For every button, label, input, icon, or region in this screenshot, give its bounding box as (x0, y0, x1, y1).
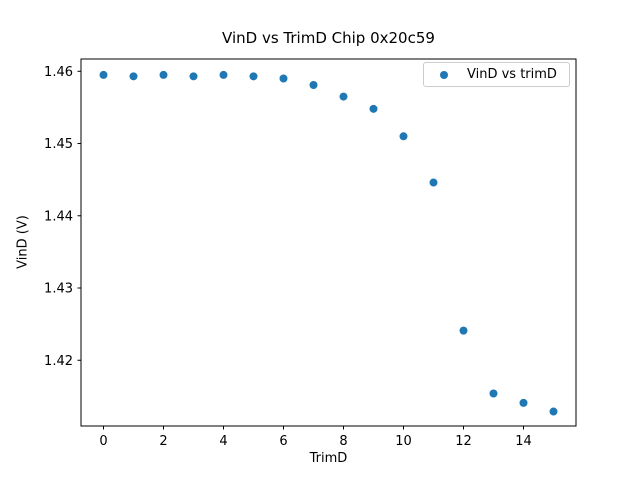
axes-spines (80, 58, 577, 427)
data-point (459, 326, 468, 335)
x-tick-label: 0 (99, 434, 107, 449)
data-point (129, 72, 138, 81)
data-point (279, 74, 288, 83)
data-point (339, 92, 348, 101)
data-point (189, 72, 198, 81)
y-tick-label: 1.44 (44, 209, 73, 224)
y-tick-label: 1.46 (44, 65, 73, 80)
x-tick-label: 6 (279, 434, 287, 449)
legend-marker-icon (440, 70, 448, 79)
data-point (549, 407, 558, 416)
data-point (429, 178, 438, 187)
data-point (249, 72, 258, 81)
y-tick-label: 1.42 (44, 354, 73, 369)
data-point (99, 70, 108, 79)
data-point (519, 398, 528, 407)
data-point (369, 104, 378, 113)
x-tick-label: 14 (515, 434, 532, 449)
x-tick-label: 2 (159, 434, 167, 449)
chart-title: VinD vs TrimD Chip 0x20c59 (222, 29, 435, 47)
x-axis-label: TrimD (309, 451, 348, 466)
data-point (309, 81, 318, 90)
legend-label: VinD vs trimD (467, 67, 557, 82)
data-point (159, 70, 168, 79)
y-tick-label: 1.43 (44, 282, 73, 297)
y-tick-label: 1.45 (44, 137, 73, 152)
legend: VinD vs trimD (423, 62, 570, 87)
x-tick-label: 8 (339, 434, 347, 449)
data-point (399, 132, 408, 141)
data-point (219, 70, 228, 79)
data-point (489, 389, 498, 398)
x-tick-label: 4 (219, 434, 227, 449)
x-tick-label: 12 (455, 434, 472, 449)
x-tick-label: 10 (395, 434, 412, 449)
